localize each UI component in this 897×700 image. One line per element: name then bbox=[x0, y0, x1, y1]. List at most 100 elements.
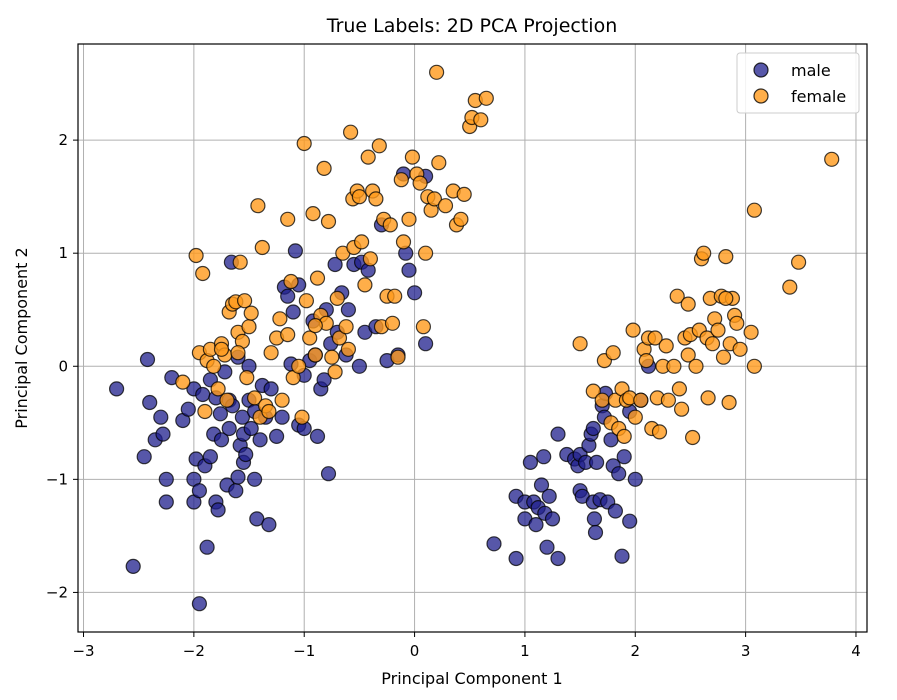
data-point-female bbox=[305, 206, 321, 222]
x-tick-label: 0 bbox=[410, 642, 420, 660]
data-point-male bbox=[158, 494, 174, 510]
data-point-male bbox=[611, 466, 627, 482]
data-point-female bbox=[324, 349, 340, 365]
data-point-female bbox=[329, 290, 345, 306]
data-point-female bbox=[453, 211, 469, 227]
data-point-female bbox=[746, 202, 763, 218]
data-point-female bbox=[280, 327, 296, 343]
y-tick-label: −1 bbox=[46, 470, 68, 488]
x-axis-label: Principal Component 1 bbox=[381, 669, 562, 688]
data-point-male bbox=[155, 426, 171, 442]
data-point-male bbox=[528, 516, 544, 533]
data-point-female bbox=[247, 390, 263, 406]
data-point-male bbox=[180, 401, 196, 417]
data-point-female bbox=[338, 319, 354, 335]
data-point-female bbox=[254, 239, 270, 256]
data-point-female bbox=[431, 155, 447, 171]
data-point-male bbox=[213, 432, 230, 448]
data-point-male bbox=[191, 596, 207, 612]
data-point-female bbox=[721, 394, 737, 411]
data-point-male bbox=[541, 488, 557, 504]
data-point-female bbox=[263, 345, 279, 361]
data-point-male bbox=[136, 449, 152, 465]
x-tick-label: 2 bbox=[630, 642, 640, 660]
data-point-female bbox=[320, 213, 337, 230]
data-point-female bbox=[351, 189, 367, 205]
data-point-female bbox=[175, 374, 191, 390]
data-point-female bbox=[261, 403, 277, 420]
data-point-female bbox=[280, 211, 296, 227]
data-point-female bbox=[188, 247, 204, 264]
x-tick-label: −3 bbox=[72, 642, 94, 660]
data-point-female bbox=[627, 409, 643, 425]
data-point-female bbox=[651, 424, 668, 440]
data-point-male bbox=[247, 471, 263, 487]
data-point-female bbox=[688, 358, 704, 374]
legend-label-female: female bbox=[791, 87, 846, 106]
data-point-male bbox=[139, 351, 156, 368]
data-point-female bbox=[429, 64, 445, 80]
data-point-female bbox=[307, 347, 323, 363]
data-point-female bbox=[660, 392, 677, 408]
data-point-female bbox=[415, 319, 431, 335]
data-point-male bbox=[309, 428, 326, 444]
data-point-female bbox=[274, 392, 290, 408]
data-point-female bbox=[298, 293, 314, 309]
data-point-female bbox=[585, 383, 601, 399]
data-point-male bbox=[586, 511, 603, 527]
data-point-male bbox=[539, 539, 555, 555]
x-tick-label: −1 bbox=[293, 642, 315, 660]
data-point-male bbox=[287, 243, 303, 259]
data-point-female bbox=[625, 322, 641, 338]
data-point-female bbox=[401, 211, 417, 227]
data-point-male bbox=[199, 539, 215, 555]
data-point-female bbox=[210, 381, 226, 397]
data-point-female bbox=[669, 288, 685, 304]
data-point-female bbox=[616, 428, 632, 444]
data-point-female bbox=[371, 138, 387, 154]
y-tick-label: −2 bbox=[46, 583, 68, 601]
data-point-female bbox=[309, 270, 326, 286]
data-point-female bbox=[239, 370, 255, 386]
data-point-male bbox=[536, 449, 552, 465]
data-point-male bbox=[622, 513, 638, 529]
data-point-female bbox=[384, 315, 401, 331]
data-point-male bbox=[153, 409, 169, 425]
data-point-female bbox=[395, 234, 412, 250]
data-point-female bbox=[360, 149, 376, 165]
data-point-male bbox=[285, 304, 301, 320]
data-point-female bbox=[291, 358, 307, 374]
data-point-female bbox=[696, 245, 712, 261]
data-point-female bbox=[743, 324, 759, 340]
data-point-female bbox=[684, 429, 701, 446]
data-point-female bbox=[666, 358, 682, 374]
data-point-male bbox=[230, 469, 246, 485]
data-point-male bbox=[486, 536, 502, 552]
data-point-male bbox=[210, 502, 226, 518]
legend-marker-female bbox=[753, 88, 769, 104]
data-point-male bbox=[202, 449, 218, 465]
data-point-female bbox=[232, 254, 248, 270]
data-point-male bbox=[533, 477, 550, 493]
data-point-female bbox=[219, 392, 235, 408]
data-point-male bbox=[234, 409, 250, 425]
data-point-female bbox=[316, 160, 332, 176]
data-point-female bbox=[331, 330, 348, 346]
data-point-male bbox=[351, 358, 367, 374]
data-point-female bbox=[387, 288, 403, 304]
data-point-male bbox=[418, 336, 434, 352]
data-point-female bbox=[478, 90, 494, 106]
data-point-female bbox=[390, 349, 406, 365]
data-point-female bbox=[790, 254, 807, 270]
data-point-male bbox=[585, 420, 601, 437]
legend: male female bbox=[736, 52, 860, 114]
y-tick-label: 1 bbox=[58, 244, 68, 262]
data-point-male bbox=[401, 262, 417, 278]
data-point-female bbox=[680, 296, 696, 312]
data-point-male bbox=[588, 454, 605, 470]
data-point-female bbox=[746, 358, 763, 374]
data-point-male bbox=[228, 483, 244, 499]
data-point-male bbox=[212, 406, 228, 422]
data-point-female bbox=[197, 403, 213, 420]
data-point-female bbox=[327, 364, 343, 380]
